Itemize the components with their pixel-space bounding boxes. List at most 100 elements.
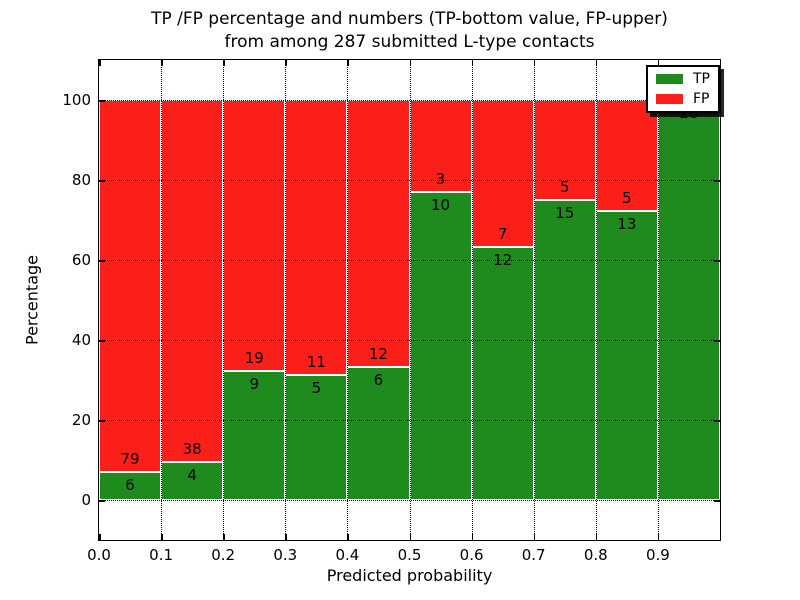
gridline-vertical [223,60,225,540]
chart-title-line1: TP /FP percentage and numbers (TP-bottom… [151,9,668,29]
chart-title-line2: from among 287 submitted L-type contacts [224,32,595,52]
fp-legend-label: FP [693,91,710,107]
fp-count-label: 3 [435,170,446,189]
x-tick-label: 0.2 [211,546,236,564]
y-tick-mark [99,500,105,502]
fp-bar-segment [410,100,472,193]
y-tick-mark [99,420,105,422]
x-tick-mark [471,534,474,540]
fp-count-label: 38 [182,439,202,458]
x-tick-mark [347,534,349,540]
gridline-vertical [409,60,411,540]
y-tick-mark [99,260,105,262]
x-tick-label: 0.3 [273,546,298,564]
x-tick-mark [285,534,287,540]
x-tick-label: 0.6 [459,546,484,564]
tp-count-label: 13 [617,215,637,234]
x-tick-mark [99,534,101,540]
tp-bar-segment [161,461,223,500]
y-tick-label: 80 [71,171,91,189]
legend: TP FP [646,65,720,113]
fp-bar-segment [99,100,161,472]
x-tick-mark [595,60,598,66]
y-tick-label: 0 [81,491,91,509]
tp-count-label: 5 [311,379,322,397]
chart-title: TP /FP percentage and numbers (TP-bottom… [99,8,720,54]
fp-count-label: 19 [244,349,264,368]
fp-legend-swatch [656,94,683,104]
y-tick-label: 20 [71,411,91,429]
gridline-vertical [347,60,349,540]
y-tick-mark [714,500,720,502]
tp-count-label: 4 [187,465,197,484]
fp-count-label: 11 [306,353,326,371]
x-tick-label: 0.8 [583,546,608,564]
tp-bar-segment [534,200,596,500]
y-tick-mark [714,180,720,182]
fp-bar-segment [223,100,285,372]
y-tick-label: 40 [71,331,91,349]
y-axis-label: Percentage [22,254,42,346]
y-tick-mark [99,180,105,182]
tp-bar-segment [596,211,658,500]
x-tick-label: 0.0 [87,546,111,564]
x-tick-mark [471,60,474,66]
y-tick-mark [714,340,720,342]
x-tick-mark [533,60,536,66]
x-tick-mark [223,534,225,540]
x-tick-mark [533,534,536,540]
x-tick-label: 0.4 [335,546,360,564]
tp-count-label: 6 [373,370,384,389]
x-tick-mark [99,60,101,66]
tp-count-label: 6 [125,475,135,494]
x-tick-mark [657,534,660,540]
x-tick-label: 0.5 [397,546,422,564]
legend-item-fp: FP [656,92,710,106]
gridline-vertical [657,60,659,540]
plot-area: 6 79 4 38 9 19 5 11 6 12 10 3 12 7 15 5 13 5 28 TP FP [98,59,721,541]
x-tick-mark [595,534,598,540]
tp-bar-segment [223,371,285,500]
gridline-vertical [471,60,473,540]
fp-count-label: 79 [120,449,140,468]
tp-count-label: 12 [493,251,513,270]
x-tick-label: 0.7 [521,546,546,564]
gridline-vertical [285,60,287,540]
tp-bar-segment [472,247,534,500]
y-tick-mark [714,420,720,422]
x-tick-mark [161,60,163,66]
fp-count-label: 5 [622,189,632,208]
x-tick-label: 0.1 [149,546,174,564]
fp-bar-segment [285,100,347,375]
fp-bar-segment [596,100,658,212]
tp-count-label: 9 [249,375,260,394]
tp-bar-segment [410,192,472,500]
y-tick-mark [99,100,105,102]
legend-item-tp: TP [656,72,710,86]
tp-bar-segment [658,100,720,500]
gridline-vertical [161,60,163,540]
fp-bar-segment [347,100,410,367]
tp-count-label: 15 [555,204,575,222]
x-tick-mark [347,60,349,66]
fp-count-label: 5 [559,178,570,196]
x-tick-mark [409,534,411,540]
y-tick-mark [714,260,720,262]
x-tick-mark [285,60,287,66]
x-tick-mark [657,60,660,66]
fp-count-label: 7 [497,225,508,244]
y-tick-label: 100 [62,91,91,109]
tp-legend-label: TP [693,71,710,87]
y-tick-label: 60 [71,251,91,269]
fp-bar-segment [161,100,223,462]
y-tick-mark [99,340,105,342]
x-axis-label: Predicted probability [326,566,493,585]
tp-legend-swatch [656,74,683,84]
x-tick-mark [223,60,225,66]
gridline-vertical [533,60,535,540]
tp-bar-segment [99,471,161,500]
gridline-vertical [595,60,597,540]
x-tick-mark [409,60,411,66]
x-tick-label: 0.9 [645,546,670,564]
fp-count-label: 12 [368,344,388,363]
